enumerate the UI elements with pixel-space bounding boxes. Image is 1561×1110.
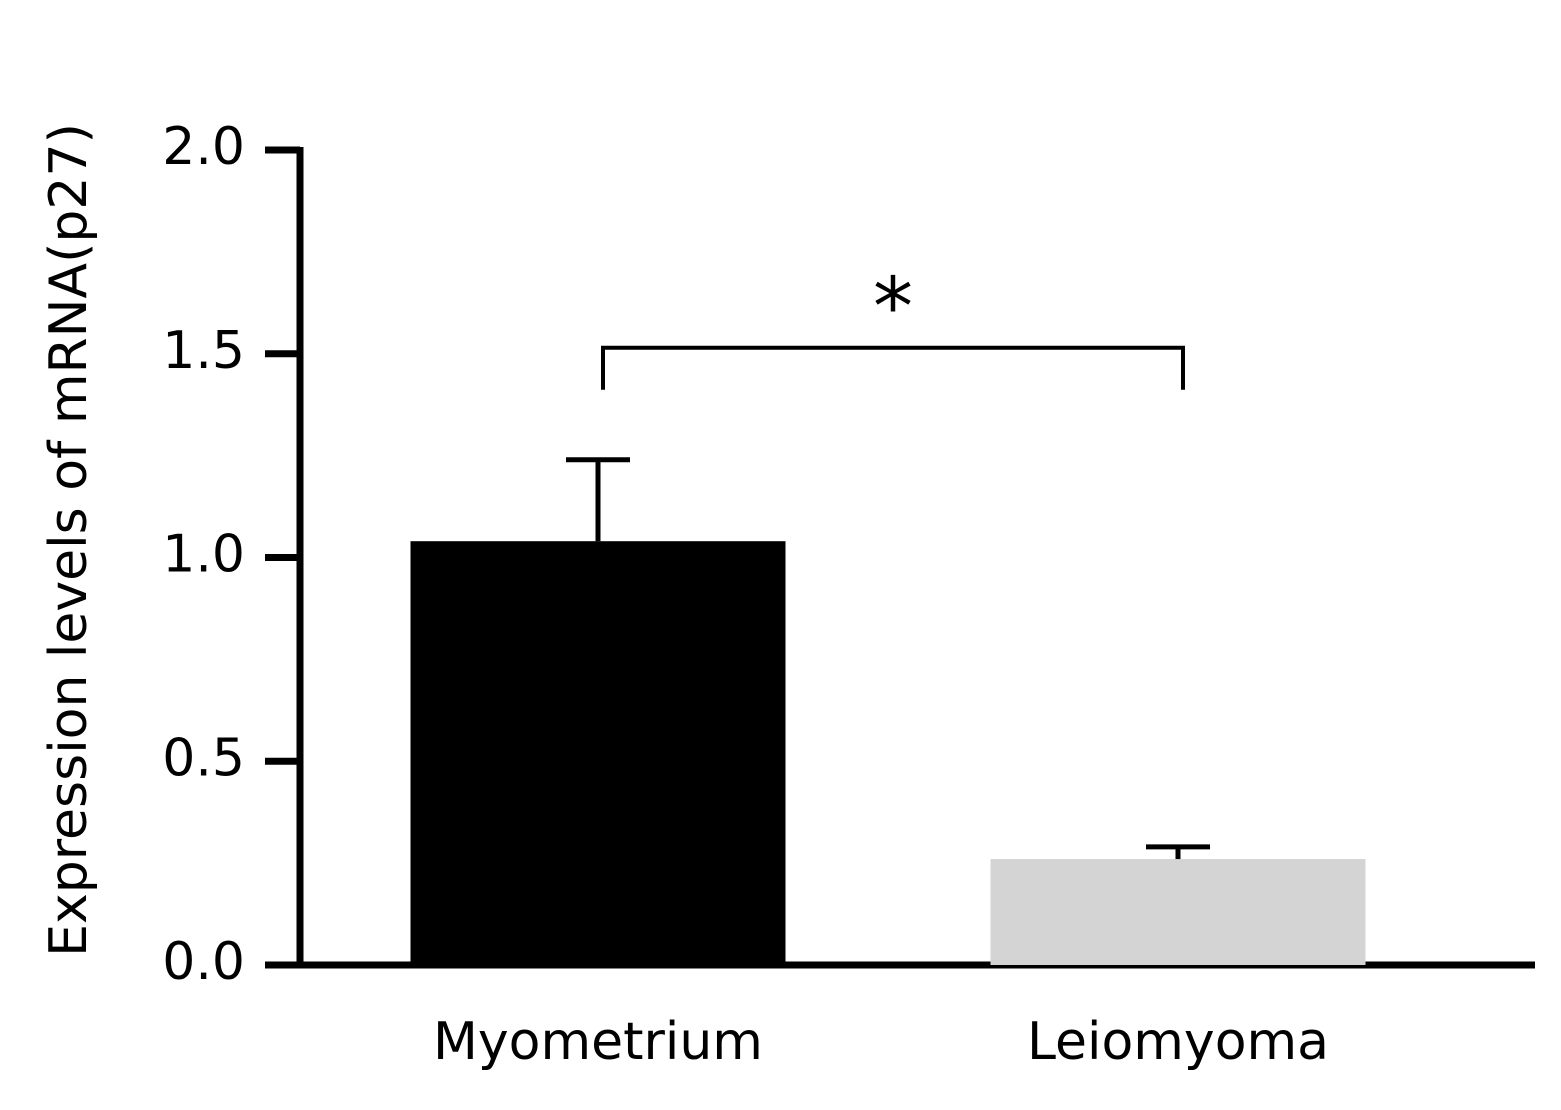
y-axis-label: Expression levels of mRNA(p27) [39, 123, 99, 957]
y-tick-label: 1.5 [162, 321, 245, 381]
y-tick-label: 1.0 [162, 525, 245, 585]
significance-bracket [601, 345, 1185, 390]
y-tick-label: 2.0 [162, 117, 245, 177]
y-tick-label: 0.0 [162, 932, 245, 992]
x-tick-label: Leiomyoma [1027, 1012, 1329, 1072]
bar [990, 859, 1366, 965]
x-tick-label: Myometrium [433, 1012, 763, 1072]
significance-label: * [873, 261, 913, 354]
y-tick-label: 0.5 [162, 728, 245, 788]
bar [410, 541, 786, 965]
